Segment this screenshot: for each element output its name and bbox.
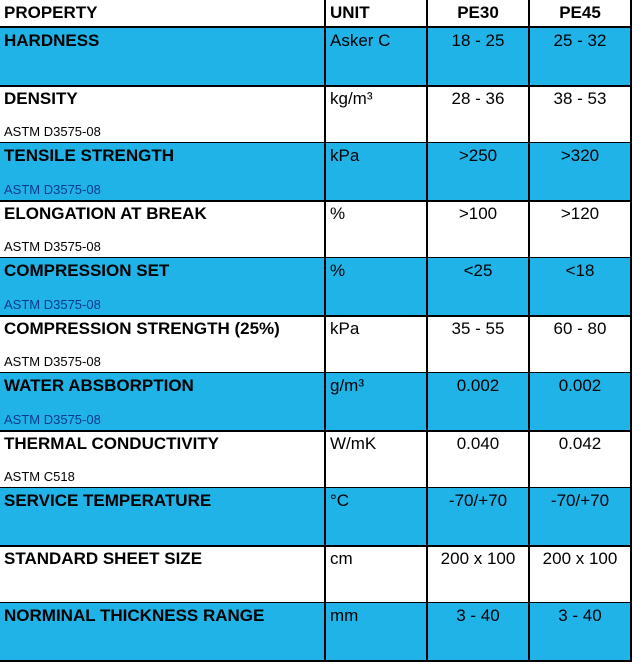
test-standard: ASTM D3575-08 — [4, 239, 101, 254]
property-cell: THERMAL CONDUCTIVITY ASTM C518 — [0, 430, 326, 489]
unit-cell: Asker C — [326, 28, 428, 87]
value-cell: 28 - 36 — [428, 85, 530, 144]
unit-cell: mm — [326, 603, 428, 662]
unit-cell: % — [326, 200, 428, 259]
value-cell: -70/+70 — [530, 488, 632, 547]
value-cell: 0.042 — [530, 430, 632, 489]
property-name: TENSILE STRENGTH — [4, 146, 175, 165]
value-cell: 60 - 80 — [530, 315, 632, 374]
value-cell: >250 — [428, 143, 530, 202]
unit-cell: cm — [326, 545, 428, 604]
property-name: THERMAL CONDUCTIVITY — [4, 433, 220, 453]
property-cell: SERVICE TEMPERATURE — [0, 488, 326, 547]
value-cell: -70/+70 — [428, 488, 530, 547]
property-cell: COMPRESSION SET ASTM D3575-08 — [0, 258, 326, 317]
property-cell: STANDARD SHEET SIZE — [0, 545, 326, 604]
property-cell: HARDNESS — [0, 28, 326, 87]
property-name: HARDNESS — [4, 31, 100, 50]
property-cell: NORMINAL THICKNESS RANGE — [0, 603, 326, 662]
unit-cell: % — [326, 258, 428, 317]
test-standard: ASTM D3575-08 — [4, 181, 101, 197]
unit-cell: g/m³ — [326, 373, 428, 432]
value-cell: <25 — [428, 258, 530, 317]
property-name: COMPRESSION STRENGTH (25%) — [4, 318, 280, 338]
value-cell: 0.002 — [530, 373, 632, 432]
header-cell: PE45 — [530, 0, 632, 28]
value-cell: 0.002 — [428, 373, 530, 432]
value-cell: >320 — [530, 143, 632, 202]
property-name: NORMINAL THICKNESS RANGE — [4, 606, 265, 625]
value-cell: 3 - 40 — [428, 603, 530, 662]
property-name: STANDARD SHEET SIZE — [4, 548, 203, 568]
value-cell: >100 — [428, 200, 530, 259]
property-cell: TENSILE STRENGTH ASTM D3575-08 — [0, 143, 326, 202]
property-name: ELONGATION AT BREAK — [4, 203, 207, 223]
test-standard: ASTM D3575-08 — [4, 354, 101, 369]
unit-cell: kg/m³ — [326, 85, 428, 144]
property-cell: DENSITY ASTM D3575-08 — [0, 85, 326, 144]
header-cell: UNIT — [326, 0, 428, 28]
test-standard: ASTM C518 — [4, 469, 75, 484]
property-cell: ELONGATION AT BREAK ASTM D3575-08 — [0, 200, 326, 259]
unit-cell: kPa — [326, 315, 428, 374]
value-cell: 0.040 — [428, 430, 530, 489]
header-cell: PROPERTY — [0, 0, 326, 28]
value-cell: 38 - 53 — [530, 85, 632, 144]
test-standard: ASTM D3575-08 — [4, 124, 101, 139]
property-name: COMPRESSION SET — [4, 261, 170, 280]
value-cell: 18 - 25 — [428, 28, 530, 87]
unit-cell: kPa — [326, 143, 428, 202]
value-cell: >120 — [530, 200, 632, 259]
property-cell: WATER ABSBORPTION ASTM D3575-08 — [0, 373, 326, 432]
value-cell: 200 x 100 — [530, 545, 632, 604]
value-cell: 3 - 40 — [530, 603, 632, 662]
test-standard: ASTM D3575-08 — [4, 411, 101, 427]
unit-cell: °C — [326, 488, 428, 547]
property-cell: COMPRESSION STRENGTH (25%) ASTM D3575-08 — [0, 315, 326, 374]
header-cell: PE30 — [428, 0, 530, 28]
property-name: WATER ABSBORPTION — [4, 376, 194, 395]
value-cell: 35 - 55 — [428, 315, 530, 374]
test-standard: ASTM D3575-08 — [4, 296, 101, 312]
value-cell: 200 x 100 — [428, 545, 530, 604]
value-cell: 25 - 32 — [530, 28, 632, 87]
property-name: DENSITY — [4, 88, 78, 108]
unit-cell: W/mK — [326, 430, 428, 489]
property-name: SERVICE TEMPERATURE — [4, 491, 212, 510]
value-cell: <18 — [530, 258, 632, 317]
